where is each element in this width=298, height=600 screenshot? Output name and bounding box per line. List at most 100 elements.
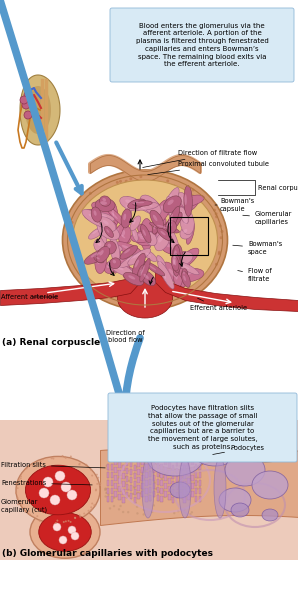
Bar [160,472,163,478]
Ellipse shape [181,265,190,269]
Ellipse shape [173,245,181,276]
Ellipse shape [152,223,159,234]
Bar [164,467,167,473]
Bar [168,461,170,467]
Bar [134,473,136,479]
Bar [172,489,174,495]
Bar [176,493,178,499]
Circle shape [156,487,159,489]
Ellipse shape [167,200,174,205]
Ellipse shape [137,202,144,203]
Circle shape [218,251,221,254]
Bar [195,472,197,478]
Circle shape [55,522,57,524]
Circle shape [218,253,221,256]
Circle shape [182,190,185,193]
Ellipse shape [178,255,185,259]
Ellipse shape [184,198,193,202]
Circle shape [21,503,23,506]
Ellipse shape [110,258,121,269]
Ellipse shape [105,221,117,230]
Ellipse shape [135,233,153,246]
Ellipse shape [30,506,100,558]
Ellipse shape [120,196,142,211]
Ellipse shape [139,204,148,206]
Bar [107,496,109,502]
Bar [141,484,144,490]
Circle shape [69,521,72,523]
Circle shape [149,499,152,502]
Circle shape [171,476,173,479]
Circle shape [127,511,129,514]
Bar [137,485,140,491]
Circle shape [178,480,181,482]
Ellipse shape [63,170,227,310]
Ellipse shape [150,210,164,229]
Ellipse shape [104,244,122,253]
Circle shape [183,508,186,511]
Ellipse shape [179,251,189,278]
Bar [184,481,186,487]
Circle shape [155,488,157,490]
Ellipse shape [177,248,199,269]
Circle shape [32,464,34,466]
Circle shape [136,512,139,515]
Bar [164,475,167,481]
Ellipse shape [131,231,156,242]
Bar [111,472,113,478]
Ellipse shape [157,256,166,270]
Ellipse shape [173,252,193,266]
Bar [191,483,193,489]
Circle shape [56,520,58,521]
Circle shape [151,511,153,513]
Bar [149,495,151,501]
Circle shape [161,471,164,473]
Circle shape [193,472,196,475]
Ellipse shape [159,259,162,264]
Bar [130,461,132,467]
Ellipse shape [181,197,186,203]
Ellipse shape [145,200,152,206]
Bar [160,496,163,502]
Ellipse shape [166,206,180,233]
Circle shape [74,517,76,519]
Bar [187,486,190,492]
Bar [184,465,186,471]
Circle shape [43,477,53,487]
Circle shape [25,467,27,470]
Circle shape [99,482,101,484]
Bar [145,472,148,478]
Circle shape [17,487,19,489]
Ellipse shape [101,223,115,231]
Ellipse shape [147,440,203,476]
Ellipse shape [123,214,126,220]
Text: Proximal convoluted tubule: Proximal convoluted tubule [148,161,269,175]
Circle shape [169,496,172,498]
Circle shape [133,487,135,489]
Ellipse shape [141,265,145,274]
Circle shape [62,455,63,457]
Circle shape [129,177,132,180]
Ellipse shape [184,194,187,205]
Circle shape [178,469,181,471]
Circle shape [126,470,128,472]
Bar [172,497,174,503]
Circle shape [215,212,218,215]
Ellipse shape [140,263,143,274]
Bar [107,472,109,478]
Circle shape [137,497,139,499]
Circle shape [79,516,81,518]
Circle shape [161,490,163,493]
Ellipse shape [152,226,168,245]
Ellipse shape [159,239,179,254]
Ellipse shape [114,265,124,271]
Circle shape [196,196,199,199]
Bar [126,460,128,466]
Bar [172,465,174,471]
Ellipse shape [137,265,148,284]
Circle shape [106,464,108,467]
Text: Renal corpuscle: Renal corpuscle [258,185,298,191]
Bar [114,459,117,465]
Ellipse shape [132,253,145,277]
Bar [134,481,136,487]
